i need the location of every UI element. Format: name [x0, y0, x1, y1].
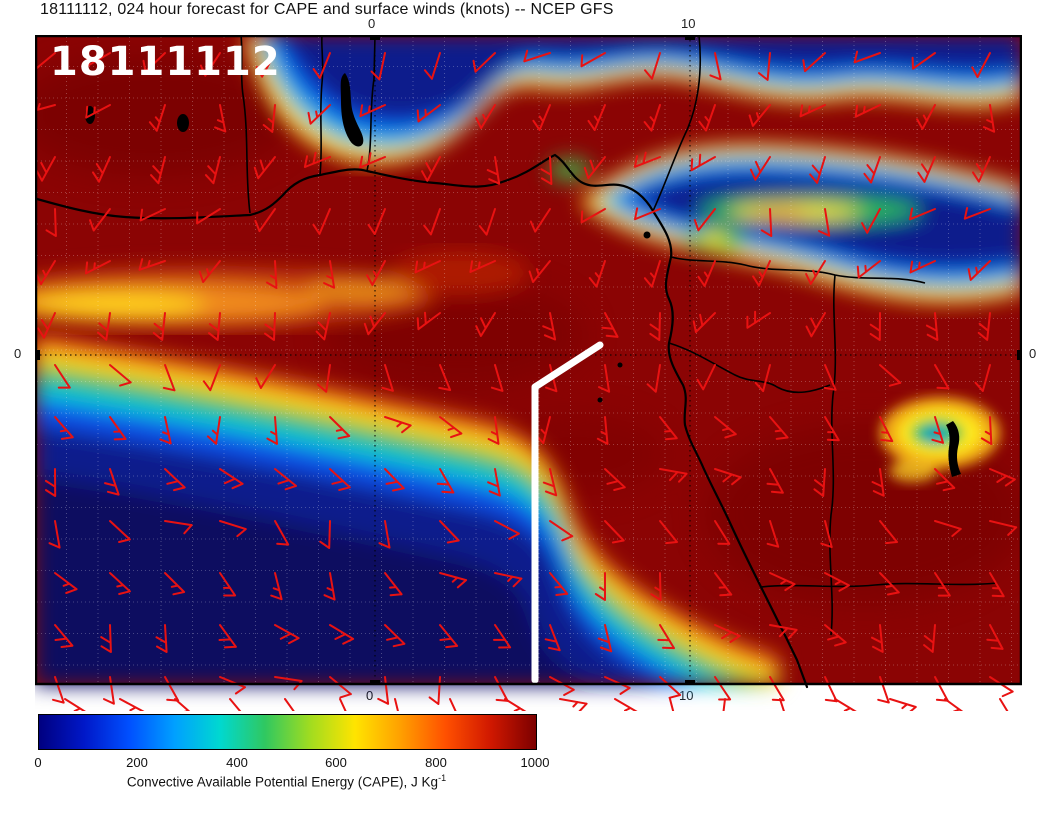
colorbar-tick-400: 400	[226, 755, 248, 770]
cape-low-north-strip	[245, 35, 1022, 164]
cape-colorbar	[38, 714, 537, 750]
plot-title: 18111112, 024 hour forecast for CAPE and…	[40, 1, 614, 18]
major-graticule	[35, 35, 1022, 685]
flight-track	[531, 341, 604, 684]
frame-tick-marks	[35, 35, 1022, 685]
axis-tick-right-0: 0	[1029, 346, 1037, 361]
timestamp-label: 18111112	[50, 39, 281, 85]
colorbar-tick-800: 800	[425, 755, 447, 770]
coastline-path	[28, 153, 809, 689]
cape-mid-streak	[0, 251, 530, 327]
axis-tick-left-0: 0	[14, 346, 22, 361]
colorbar-tick-1000: 1000	[520, 755, 550, 770]
colorbar-tick-600: 600	[325, 755, 347, 770]
axis-tick-top-0: 0	[368, 16, 376, 31]
colorbar-tick-200: 200	[126, 755, 148, 770]
cape-low-southwest	[35, 335, 779, 685]
colorbar-label-text: Convective Available Potential Energy (C…	[126, 774, 439, 790]
cape-map: 18111112	[0, 34, 1025, 727]
axis-tick-bottom-10: 10	[679, 688, 694, 703]
cape-map-svg	[0, 34, 1025, 727]
lakes-islands	[85, 73, 961, 477]
axis-tick-bottom-0: 0	[366, 688, 374, 703]
country-borders	[240, 34, 998, 636]
wind-barbs-layer	[28, 49, 1018, 727]
colorbar-tick-0: 0	[34, 755, 42, 770]
axis-tick-top-10: 10	[681, 16, 696, 31]
colorbar-block: 0 200 400 600 800 1000 Convective Availa…	[34, 714, 549, 804]
colorbar-label: Convective Available Potential Energy (C…	[38, 773, 535, 790]
colorbar-label-exponent: -1	[438, 773, 447, 783]
